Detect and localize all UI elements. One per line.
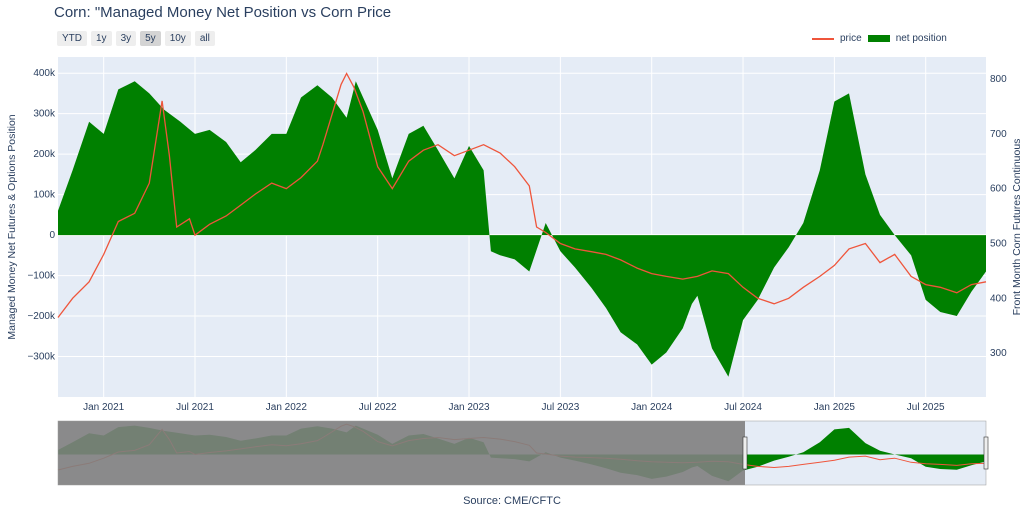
- left-tick-label: 0: [49, 230, 55, 241]
- x-tick-label: Jul 2025: [907, 402, 945, 413]
- left-tick-label: −300k: [27, 352, 56, 363]
- left-tick-label: 100k: [33, 190, 56, 201]
- left-tick-label: 400k: [33, 68, 56, 79]
- range-slider-handle-right[interactable]: [983, 436, 989, 470]
- range-slider-mask: [58, 421, 745, 485]
- net-position-area: [58, 81, 986, 377]
- range-slider[interactable]: [57, 420, 989, 486]
- range-slider-handle-left[interactable]: [742, 436, 748, 470]
- range-button-10y[interactable]: 10y: [164, 31, 191, 46]
- legend-price-label[interactable]: price: [840, 33, 862, 44]
- x-tick-label: Jan 2025: [814, 402, 856, 413]
- legend-net-position-label[interactable]: net position: [895, 33, 947, 44]
- source-note: Source: CME/CFTC: [463, 495, 561, 507]
- left-tick-label: −100k: [27, 271, 56, 282]
- chart-title: Corn: "Managed Money Net Position vs Cor…: [54, 4, 392, 21]
- left-axis-label: Managed Money Net Futures & Options Posi…: [6, 114, 18, 339]
- legend-net-position-swatch[interactable]: [867, 35, 890, 42]
- range-button-all[interactable]: all: [194, 31, 215, 46]
- price-line: [57, 72, 987, 318]
- x-tick-label: Jan 2021: [83, 402, 125, 413]
- range-button-3y[interactable]: 3y: [115, 31, 137, 46]
- range-button-1y[interactable]: 1y: [91, 31, 112, 46]
- x-tick-label: Jan 2022: [266, 402, 308, 413]
- x-axis-ticks: Jan 2021 Jul 2021 Jan 2022 Jul 2022 Jan 2023…: [83, 402, 945, 413]
- right-tick-label: 500: [990, 238, 1007, 249]
- right-tick-label: 300: [990, 348, 1007, 359]
- right-axis-label: Front Month Corn Futures Continuous: [1011, 139, 1023, 316]
- left-axis-ticks: 400k 300k 200k 100k 0 −100k −200k −300k: [27, 68, 56, 362]
- legend: price net position: [812, 33, 947, 44]
- x-tick-label: Jan 2023: [448, 402, 490, 413]
- right-tick-label: 800: [990, 74, 1007, 85]
- x-tick-label: Jul 2024: [724, 402, 762, 413]
- x-tick-label: Jul 2021: [176, 402, 214, 413]
- left-tick-label: 200k: [33, 149, 56, 160]
- right-tick-label: 600: [990, 184, 1007, 195]
- right-axis-ticks: 800 700 600 500 400 300: [990, 74, 1007, 359]
- x-tick-label: Jan 2024: [631, 402, 673, 413]
- range-selector: YTD 1y 3y 5y 10y all: [57, 31, 215, 46]
- x-tick-label: Jul 2023: [541, 402, 579, 413]
- legend-price-swatch[interactable]: [812, 37, 834, 40]
- left-tick-label: −200k: [27, 311, 56, 322]
- right-tick-label: 700: [990, 129, 1007, 140]
- range-button-5y[interactable]: 5y: [140, 31, 161, 46]
- right-tick-label: 400: [990, 293, 1007, 304]
- left-tick-label: 300k: [33, 109, 56, 120]
- range-button-ytd[interactable]: YTD: [57, 31, 87, 46]
- x-tick-label: Jul 2022: [359, 402, 397, 413]
